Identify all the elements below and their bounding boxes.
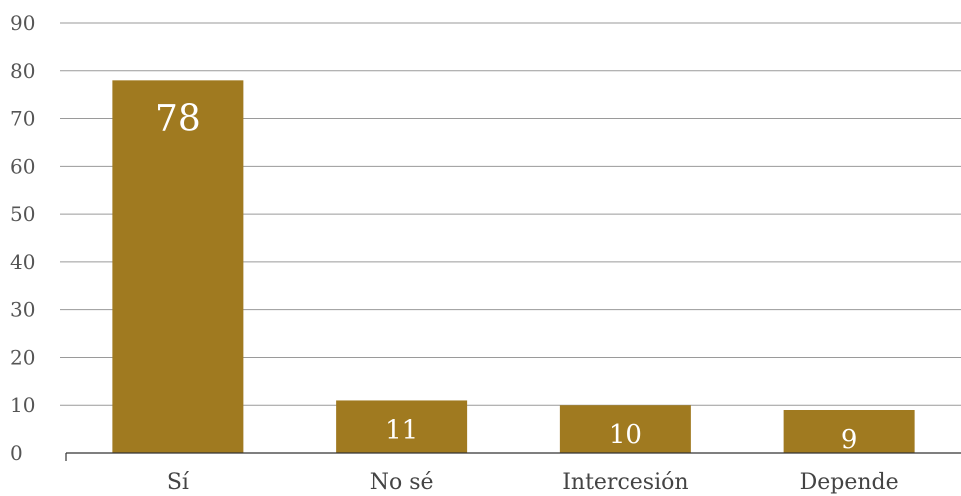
y-tick-label: 40 — [10, 250, 35, 274]
category-label: No sé — [370, 470, 434, 495]
bar — [783, 410, 915, 453]
y-tick-label: 0 — [10, 441, 23, 465]
y-tick-label: 90 — [10, 11, 35, 35]
y-tick-label: 30 — [10, 298, 35, 322]
y-axis-ticks: 0 10 20 30 40 50 60 70 80 90 — [10, 11, 35, 465]
x-axis-categories: Sí No sé Intercesión Depende — [167, 470, 899, 495]
data-label: 9 — [841, 425, 858, 455]
data-labels: 78 11 10 9 — [155, 98, 857, 455]
y-tick-label: 10 — [10, 393, 35, 417]
data-label: 78 — [155, 98, 201, 139]
y-tick-label: 70 — [10, 107, 35, 131]
category-label: Intercesión — [562, 470, 688, 495]
y-tick-label: 80 — [10, 59, 35, 83]
data-label: 11 — [385, 415, 418, 445]
data-label: 10 — [609, 420, 642, 450]
category-label: Sí — [167, 470, 190, 495]
y-tick-label: 50 — [10, 202, 35, 226]
bars — [112, 80, 915, 453]
category-label: Depende — [800, 470, 899, 495]
bar — [112, 80, 244, 453]
y-tick-label: 60 — [10, 154, 35, 178]
bar — [559, 405, 691, 453]
x-axis — [65, 452, 961, 461]
y-tick-label: 20 — [10, 345, 35, 369]
bar — [336, 400, 468, 453]
